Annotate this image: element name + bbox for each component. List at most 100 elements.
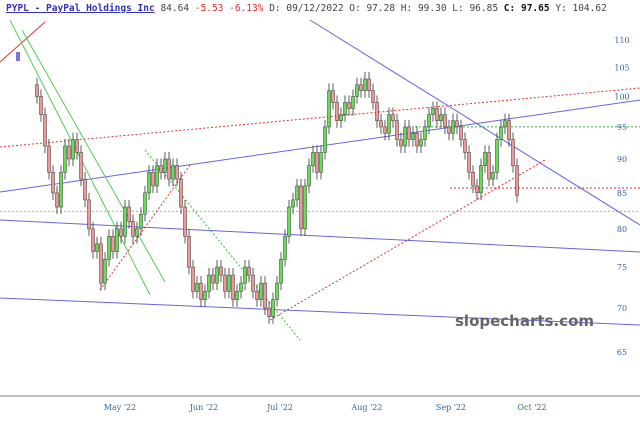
bar-low: L: 96.85 xyxy=(452,3,499,14)
candle xyxy=(139,213,143,230)
candle xyxy=(487,152,491,180)
y-tick-label: 105 xyxy=(614,64,629,73)
candle xyxy=(267,307,271,317)
candle xyxy=(63,145,67,173)
bar-close-label: C: xyxy=(503,3,516,14)
trendline xyxy=(269,159,546,321)
symbol-link[interactable]: PYPL - PayPal Holdings Inc xyxy=(6,3,155,14)
candle xyxy=(51,172,55,194)
candle xyxy=(323,126,327,153)
x-tick-label: Jul '22 xyxy=(266,403,293,412)
candle xyxy=(427,114,431,128)
bar-y: Y: 104.62 xyxy=(555,3,607,14)
candle xyxy=(423,126,427,140)
candle xyxy=(419,139,423,147)
candle xyxy=(43,114,47,147)
candle xyxy=(95,243,99,252)
candle xyxy=(371,90,375,103)
candle xyxy=(367,78,371,91)
candle xyxy=(215,266,219,284)
candle xyxy=(143,192,147,215)
candle xyxy=(515,165,519,196)
x-tick-label: May '22 xyxy=(104,403,136,412)
candle xyxy=(187,236,191,268)
candle xyxy=(59,172,63,208)
candle xyxy=(99,243,103,284)
candle xyxy=(71,139,75,160)
candle xyxy=(411,132,415,140)
candle xyxy=(123,206,127,237)
candle xyxy=(79,152,83,180)
candle xyxy=(299,185,303,230)
candle xyxy=(231,274,235,300)
candle xyxy=(431,108,435,115)
candle xyxy=(511,139,515,166)
candle xyxy=(103,259,107,284)
candle xyxy=(459,126,463,140)
x-tick-label: Sep '22 xyxy=(436,403,466,412)
candle xyxy=(311,152,315,166)
y-tick-label: 70 xyxy=(617,304,627,313)
candle xyxy=(223,274,227,292)
candle xyxy=(415,132,419,147)
candle xyxy=(183,206,187,237)
candle xyxy=(351,96,355,109)
candle xyxy=(283,236,287,260)
candle xyxy=(119,228,123,237)
candle xyxy=(455,120,459,128)
candle xyxy=(279,259,283,284)
bar-high: H: 99.30 xyxy=(400,3,447,14)
trendline xyxy=(0,219,640,253)
candle xyxy=(211,274,215,284)
candle xyxy=(451,120,455,134)
candle xyxy=(271,299,275,317)
candle xyxy=(503,120,507,128)
candle xyxy=(363,78,367,91)
candle xyxy=(319,152,323,173)
x-tick-label: Oct '22 xyxy=(517,403,546,412)
candle xyxy=(83,178,87,201)
candle xyxy=(151,172,155,187)
candle xyxy=(163,158,167,173)
price-change: -5.53 xyxy=(194,3,224,14)
y-tick-label: 85 xyxy=(617,189,627,198)
y-tick-label: 110 xyxy=(614,36,629,45)
x-axis: May '22 Jun '22 Jul '22 Aug '22 Sep '22 Oct '… xyxy=(104,403,547,412)
candle xyxy=(447,126,451,134)
candle xyxy=(435,108,439,121)
candle xyxy=(327,90,331,128)
candle xyxy=(35,84,39,97)
candle xyxy=(407,126,411,140)
candle xyxy=(347,102,351,109)
y-tick-label: 100 xyxy=(614,93,629,102)
candle xyxy=(479,165,483,194)
candle xyxy=(199,282,203,300)
trendline xyxy=(21,29,166,283)
candle xyxy=(159,165,163,173)
candle xyxy=(87,199,91,230)
candle xyxy=(375,102,379,121)
candle xyxy=(167,158,171,180)
candle xyxy=(155,165,159,187)
candles xyxy=(35,71,519,324)
candle xyxy=(379,120,383,128)
candle xyxy=(475,185,479,194)
candle xyxy=(179,178,183,208)
x-tick-label: Aug '22 xyxy=(351,403,383,412)
candle xyxy=(383,126,387,134)
candle xyxy=(295,185,299,201)
candle xyxy=(467,152,471,173)
candle xyxy=(67,145,71,160)
candle xyxy=(359,84,363,91)
candle xyxy=(471,172,475,187)
candle xyxy=(131,221,135,237)
candle xyxy=(243,266,247,284)
candle xyxy=(55,192,59,208)
x-tick-label: Jun '22 xyxy=(189,403,218,412)
candle xyxy=(391,114,395,121)
candle xyxy=(331,90,335,103)
candle xyxy=(339,114,343,121)
y-axis: 110 105 100 95 90 85 80 75 70 65 xyxy=(614,36,629,357)
candle xyxy=(315,152,319,173)
